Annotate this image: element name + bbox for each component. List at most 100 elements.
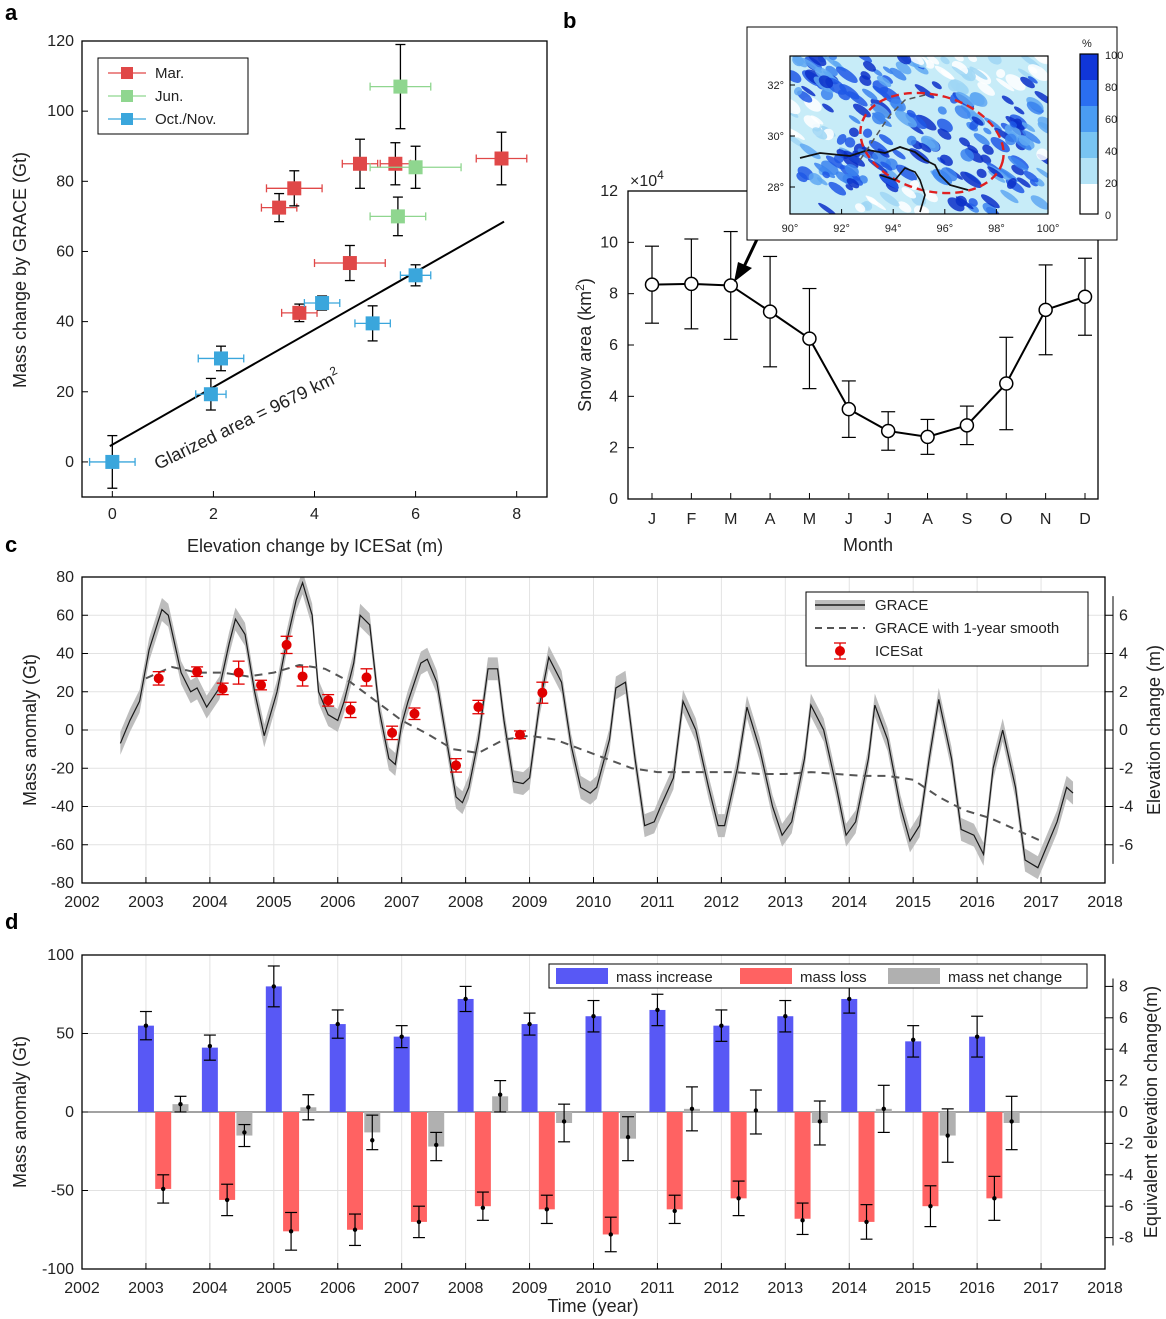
- arrow-head-icon: [734, 262, 752, 282]
- y-tick-label: -50: [51, 1183, 74, 1200]
- snow-patch: [882, 66, 894, 75]
- bar: [713, 1025, 730, 1112]
- snow-patch: [920, 135, 940, 152]
- y-tick-label: 12: [600, 183, 618, 200]
- x-tick-label: D: [1079, 511, 1091, 528]
- circle-marker: [1038, 302, 1053, 318]
- snow-patch: [862, 88, 878, 101]
- bar: [649, 1009, 666, 1112]
- snow-patch: [833, 153, 844, 164]
- elevation-marker: [178, 1101, 183, 1107]
- snow-patch: [1034, 90, 1048, 105]
- y-tick-label: 100: [47, 103, 74, 120]
- circle-marker: [723, 278, 738, 293]
- snow-patch: [1020, 76, 1035, 89]
- circle-marker: [959, 418, 975, 433]
- scatter-point: [313, 244, 386, 282]
- snow-patch: [1005, 74, 1026, 91]
- snow-patch: [801, 85, 816, 97]
- legend-label: ICESat: [875, 643, 923, 660]
- snow-patch: [1030, 195, 1048, 210]
- y2-tick-label: 0: [1119, 722, 1128, 739]
- elevation-marker: [370, 1138, 375, 1143]
- border-line: [799, 146, 969, 191]
- elevation-marker: [689, 1106, 695, 1112]
- snow-patch: [954, 105, 971, 119]
- y-tick-label: 4: [609, 388, 618, 405]
- x-tick-label: 2003: [128, 894, 164, 911]
- snow-patch: [849, 127, 859, 138]
- y-tick-label: 40: [56, 646, 74, 663]
- colorbar-tick-label: 40: [1105, 146, 1117, 158]
- bar: [283, 1112, 300, 1232]
- elevation-marker: [753, 1108, 759, 1113]
- snow-patch: [920, 206, 930, 214]
- snow-patch: [904, 56, 925, 65]
- x-tick-label: 2: [209, 506, 218, 523]
- snow-patch: [808, 172, 823, 186]
- legend-label: Jun.: [155, 88, 183, 105]
- elevation-marker: [544, 1207, 550, 1212]
- x-tick-label: 2013: [768, 894, 804, 911]
- elevation-marker: [655, 1007, 660, 1013]
- y-tick-label: 0: [65, 1104, 74, 1121]
- x-tick-label: 2005: [256, 1280, 292, 1297]
- legend-marker: [121, 67, 133, 79]
- square-marker: [272, 200, 287, 215]
- x-tick-label: 2005: [256, 894, 292, 911]
- snow-patch: [976, 168, 987, 179]
- snow-patch: [1031, 56, 1047, 63]
- elevation-marker: [416, 1219, 422, 1225]
- icesat-point: [537, 687, 548, 698]
- snow-patch: [1037, 116, 1048, 131]
- scatter-point: [354, 305, 391, 342]
- x-tick-label: A: [922, 511, 933, 528]
- snow-patch: [918, 142, 932, 153]
- snow-patch: [969, 66, 988, 80]
- y-tick-label: 80: [56, 569, 74, 586]
- y2-tick-label: -6: [1119, 1198, 1133, 1215]
- x-tick-label: 2011: [640, 1280, 675, 1297]
- x-tick-label: 2002: [64, 1280, 100, 1297]
- x-tick-label: 2010: [576, 894, 612, 911]
- icesat-point: [451, 760, 462, 771]
- snow-patch: [955, 196, 974, 210]
- snow-patch: [871, 103, 891, 119]
- x-tick-label: 8: [512, 506, 521, 523]
- snow-patch: [968, 198, 978, 207]
- x-tick-label: J: [884, 511, 892, 528]
- bar: [841, 998, 858, 1112]
- elevation-marker: [143, 1023, 149, 1028]
- x-tick-label: 2011: [640, 894, 675, 911]
- scatter-point: [260, 192, 298, 223]
- y2-tick-label: 0: [1119, 1104, 1128, 1121]
- snow-patch: [1011, 164, 1025, 176]
- y2-tick-label: 8: [1119, 978, 1128, 995]
- snow-patch: [983, 117, 1002, 131]
- snow-patch: [842, 156, 859, 169]
- scatter-point: [88, 434, 136, 489]
- snow-patch: [987, 166, 1004, 179]
- square-marker: [494, 151, 509, 166]
- snow-patch: [892, 149, 906, 160]
- snow-patch: [906, 135, 917, 146]
- snow-area-line: [651, 282, 1086, 438]
- panel-c-axes-box: [81, 576, 1106, 884]
- snow-patch: [878, 174, 900, 189]
- elevation-marker: [800, 1218, 805, 1223]
- snow-patch: [859, 75, 872, 86]
- y-tick-label: -60: [51, 837, 74, 854]
- snow-patch: [843, 150, 866, 167]
- elevation-marker: [527, 1021, 532, 1027]
- snow-patch: [1027, 76, 1038, 84]
- square-marker: [390, 209, 405, 224]
- bar: [329, 1024, 346, 1112]
- square-marker: [393, 79, 408, 94]
- snow-patch: [1001, 95, 1014, 105]
- snow-patch: [937, 128, 952, 140]
- x-tick-label: 2009: [512, 1280, 548, 1297]
- snow-patch: [967, 144, 979, 154]
- bar: [393, 1036, 410, 1112]
- circle-marker: [802, 331, 817, 346]
- elevation-marker: [242, 1130, 247, 1135]
